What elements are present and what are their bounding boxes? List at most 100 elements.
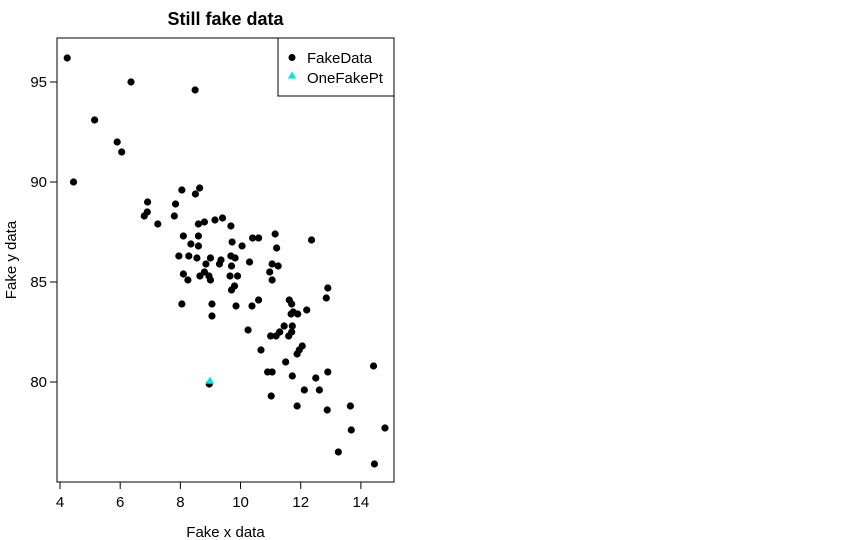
- point-fakedata: [288, 322, 296, 330]
- point-fakedata: [248, 234, 257, 242]
- point-fakedata: [293, 402, 301, 410]
- point-fakedata: [179, 270, 187, 278]
- point-fakedata: [211, 216, 219, 224]
- point-fakedata: [254, 234, 263, 242]
- point-fakedata: [324, 284, 332, 292]
- point-fakedata: [268, 368, 276, 376]
- point-fakedata: [91, 116, 99, 124]
- point-fakedata: [231, 254, 239, 262]
- point-fakedata: [257, 346, 265, 354]
- legend: FakeData OneFakePt: [277, 37, 395, 97]
- point-fakedata: [244, 326, 252, 334]
- y-tick-label: 85: [30, 274, 47, 291]
- x-tick-label: 6: [116, 494, 124, 511]
- point-fakedata: [69, 178, 78, 186]
- legend-label-fakedata: FakeData: [307, 50, 373, 67]
- x-axis: 4 6 8 10 12 14: [56, 482, 369, 511]
- chart-title: Still fake data: [167, 9, 284, 29]
- x-tick-label: 10: [232, 494, 249, 511]
- point-fakedata: [178, 300, 186, 308]
- point-onefakept: [205, 376, 215, 384]
- point-fakedata: [143, 208, 151, 216]
- point-fakedata: [200, 268, 209, 276]
- point-fakedata: [381, 424, 389, 432]
- x-tick-label: 12: [292, 494, 309, 511]
- point-fakedata: [346, 402, 354, 410]
- point-fakedata: [271, 230, 279, 238]
- point-fakedata: [273, 244, 281, 252]
- point-fakedata: [288, 372, 296, 380]
- point-fakedata: [287, 310, 295, 318]
- legend-marker-onefakept: [287, 71, 297, 79]
- point-fakedata: [194, 220, 203, 228]
- point-fakedata: [370, 460, 379, 468]
- point-fakedata: [232, 302, 240, 310]
- point-fakedata: [226, 272, 234, 280]
- point-fakedata: [196, 184, 204, 192]
- point-fakedata: [179, 232, 187, 240]
- legend-marker-fakedata: [288, 54, 296, 61]
- point-fakedata: [307, 236, 316, 244]
- point-fakedata: [171, 200, 180, 208]
- point-fakedata: [228, 238, 236, 246]
- point-fakedata: [238, 242, 246, 250]
- point-fakedata: [267, 392, 275, 400]
- point-fakedata: [185, 252, 193, 260]
- point-fakedata: [324, 368, 332, 376]
- point-fakedata: [227, 286, 236, 294]
- point-fakedata: [154, 220, 162, 228]
- point-fakedata: [369, 362, 378, 370]
- point-fakedata: [175, 252, 183, 260]
- point-fakedata: [191, 86, 199, 94]
- point-fakedata: [347, 426, 355, 434]
- y-tick-label: 90: [30, 174, 47, 191]
- point-fakedata: [312, 374, 320, 382]
- point-fakedata: [294, 310, 302, 318]
- point-fakedata: [113, 138, 121, 146]
- point-fakedata: [227, 262, 236, 270]
- point-fakedata: [288, 300, 296, 308]
- point-fakedata: [280, 322, 288, 330]
- point-fakedata: [323, 406, 331, 414]
- point-fakedata: [334, 448, 342, 456]
- plot-frame: [56, 37, 395, 483]
- point-fakedata: [208, 300, 216, 308]
- point-fakedata: [254, 296, 263, 304]
- point-fakedata: [276, 328, 284, 336]
- x-axis-label: Fake x data: [186, 524, 265, 540]
- y-axis-label: Fake y data: [3, 220, 20, 299]
- point-fakedata: [118, 148, 126, 156]
- y-axis: 80 85 90 95: [30, 74, 57, 391]
- point-fakedata: [143, 198, 152, 206]
- x-tick-label: 8: [176, 494, 184, 511]
- point-fakedata: [227, 222, 235, 230]
- point-fakedata: [206, 254, 215, 262]
- point-fakedata: [206, 276, 215, 284]
- point-fakedata: [193, 254, 201, 262]
- point-fakedata: [303, 306, 311, 314]
- point-fakedata: [248, 302, 256, 310]
- point-fakedata: [267, 332, 275, 340]
- point-fakedata: [266, 268, 274, 276]
- point-fakedata: [178, 186, 186, 194]
- x-tick-label: 4: [56, 494, 64, 511]
- point-fakedata: [285, 332, 293, 340]
- point-fakedata: [268, 260, 276, 268]
- point-fakedata: [282, 358, 290, 366]
- point-fakedata: [233, 272, 242, 280]
- y-tick-label: 80: [30, 374, 47, 391]
- point-fakedata: [245, 258, 254, 266]
- x-tick-label: 14: [353, 494, 370, 511]
- point-fakedata: [191, 190, 200, 198]
- point-fakedata: [200, 218, 209, 226]
- point-fakedata: [322, 294, 330, 302]
- point-fakedata: [194, 232, 203, 240]
- point-fakedata: [208, 312, 216, 320]
- point-fakedata: [63, 54, 71, 62]
- point-fakedata: [187, 240, 195, 248]
- point-fakedata: [315, 386, 323, 394]
- y-tick-label: 95: [30, 74, 47, 91]
- point-fakedata: [194, 242, 203, 250]
- point-fakedata: [274, 262, 282, 270]
